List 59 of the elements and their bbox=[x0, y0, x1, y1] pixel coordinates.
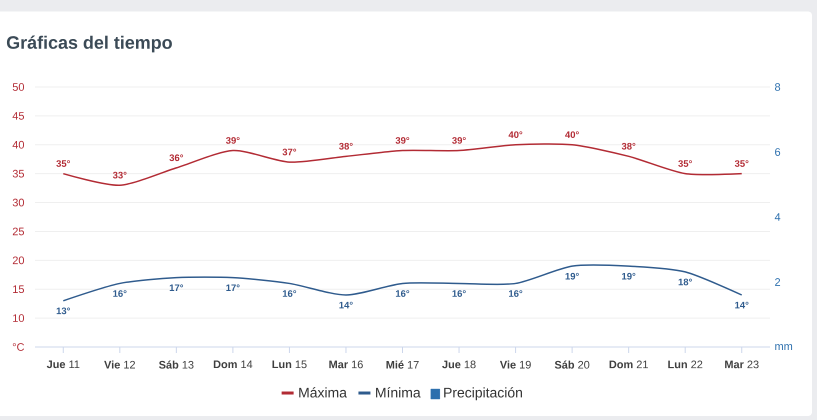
x-tick-label: Vie 12 bbox=[104, 360, 135, 369]
x-tick-label: Sáb 13 bbox=[158, 360, 194, 369]
data-label: 16° bbox=[113, 290, 127, 297]
legend-label: Máxima bbox=[299, 387, 347, 398]
data-label: 17° bbox=[226, 284, 240, 291]
x-tick-label: Sáb 20 bbox=[554, 360, 590, 369]
y-tick-label: 45 bbox=[12, 112, 24, 120]
data-label: 36° bbox=[169, 154, 184, 162]
y2-tick-label: 8 bbox=[774, 83, 780, 91]
data-label: 38° bbox=[622, 142, 636, 150]
line-series bbox=[62, 264, 742, 302]
chart-title: Gráficas del tiempo bbox=[6, 36, 172, 52]
data-label: 16° bbox=[452, 290, 466, 297]
x-tick-label: Mar 23 bbox=[725, 360, 759, 368]
y2-tick-label: 4 bbox=[774, 213, 780, 221]
data-label: 13° bbox=[56, 308, 70, 314]
data-label: 17° bbox=[170, 284, 184, 291]
y-tick-label: 25 bbox=[12, 228, 24, 236]
data-label: 35° bbox=[56, 160, 70, 167]
data-label: 16° bbox=[282, 290, 296, 297]
legend-label: Precipitación bbox=[444, 387, 522, 400]
x-tick-label: Dom 14 bbox=[214, 360, 252, 368]
y-tick-label: 10 bbox=[13, 314, 24, 322]
data-label: 19° bbox=[566, 272, 579, 280]
legend-label: Mínima bbox=[376, 387, 421, 398]
data-label: 16° bbox=[509, 290, 522, 297]
x-tick-label: Lun 15 bbox=[272, 360, 307, 368]
data-label: 35° bbox=[734, 160, 748, 167]
y-tick-label: 20 bbox=[12, 256, 24, 264]
data-label: 35° bbox=[678, 160, 692, 167]
x-tick-label: Jue 11 bbox=[46, 360, 80, 368]
x-tick-label: Mar 16 bbox=[329, 360, 363, 368]
y-tick-label: 15 bbox=[13, 285, 24, 294]
x-tick-label: Mié 17 bbox=[386, 360, 419, 369]
y2-tick-label: mm bbox=[775, 344, 792, 350]
data-label: 39° bbox=[396, 137, 410, 144]
data-label: 14° bbox=[339, 302, 353, 308]
data-label: 40° bbox=[565, 131, 579, 138]
data-label: 33° bbox=[112, 172, 127, 178]
y-tick-label: °C bbox=[12, 343, 24, 351]
y-tick-label: 40 bbox=[12, 140, 24, 149]
data-label: 16° bbox=[396, 290, 410, 297]
data-label: 40° bbox=[508, 131, 522, 138]
y-tick-label: 50 bbox=[12, 83, 24, 91]
y-tick-label: 35 bbox=[12, 170, 24, 178]
x-tick-label: Lun 22 bbox=[668, 360, 702, 368]
data-label: 39° bbox=[452, 137, 466, 144]
data-label: 19° bbox=[622, 272, 636, 280]
x-tick-label: Vie 19 bbox=[500, 360, 531, 369]
x-tick-label: Dom 21 bbox=[610, 360, 648, 368]
data-label: 18° bbox=[678, 278, 692, 286]
data-label: 38° bbox=[339, 142, 353, 150]
data-label: 39° bbox=[226, 137, 240, 144]
y2-tick-label: 6 bbox=[775, 148, 780, 156]
data-label: 14° bbox=[735, 302, 748, 308]
x-tick-label: Jue 18 bbox=[442, 360, 476, 368]
y2-tick-label: 2 bbox=[775, 278, 780, 286]
data-label: 37° bbox=[282, 148, 296, 156]
y-tick-label: 30 bbox=[12, 198, 24, 206]
